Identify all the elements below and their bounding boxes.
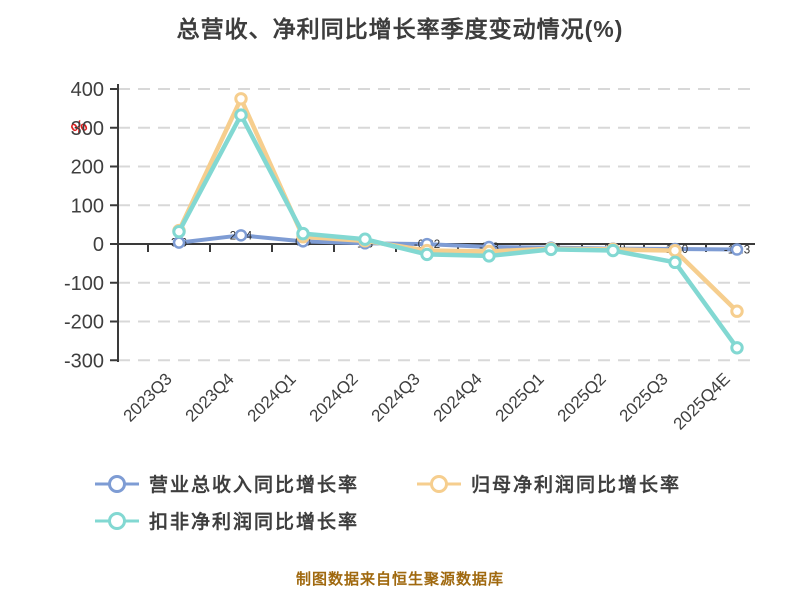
- data-point-marker[interactable]: [172, 236, 186, 249]
- y-axis-tick-label: -300: [64, 350, 104, 372]
- chart-legend: 营业总收入同比增长率 归母净利润同比增长率 扣非净利润同比增长率: [95, 470, 750, 534]
- x-axis-tick-label: 2025Q3: [616, 369, 672, 425]
- y-axis-tick-label: -200: [64, 312, 104, 334]
- x-axis-tick-label: 2025Q2: [554, 369, 610, 425]
- legend-item-net-profit-growth[interactable]: 归母净利润同比增长率: [417, 470, 681, 497]
- y-axis-tick-label: 400: [71, 79, 104, 101]
- x-axis-tick-label: 2024Q3: [368, 369, 424, 425]
- data-point-marker[interactable]: [668, 255, 682, 270]
- x-axis-tick-label: 2025Q1: [492, 369, 548, 425]
- legend-item-non-gaap-growth[interactable]: 扣非净利润同比增长率: [95, 507, 359, 534]
- legend-line-circle-icon: [95, 511, 139, 530]
- series-line-0: [177, 233, 739, 252]
- y-axis-tick-label: 300: [71, 118, 104, 140]
- data-point-marker[interactable]: [668, 243, 682, 258]
- data-point-marker[interactable]: [544, 242, 558, 257]
- x-axis-tick-label: 2024Q2: [306, 369, 362, 425]
- legend-label-revenue-growth: 营业总收入同比增长率: [149, 475, 360, 496]
- legend-line-circle-icon: [95, 474, 139, 493]
- chart-title: 总营收、净利同比增长率季度变动情况(%): [176, 16, 624, 42]
- data-point-marker[interactable]: [606, 243, 620, 258]
- data-point-marker[interactable]: [730, 341, 744, 355]
- data-point-marker[interactable]: [482, 249, 496, 263]
- legend-item-revenue-growth[interactable]: 营业总收入同比增长率: [95, 470, 359, 497]
- data-point-marker[interactable]: [358, 232, 372, 246]
- data-point-marker[interactable]: [730, 243, 744, 256]
- y-axis-tick-label: 100: [71, 195, 104, 217]
- y-axis-tick-label: 200: [71, 157, 104, 179]
- data-point-marker[interactable]: [234, 229, 248, 242]
- legend-label-non-gaap-growth: 扣非净利润同比增长率: [149, 512, 360, 533]
- y-axis-tick-label: -100: [64, 273, 104, 295]
- x-axis-tick-label: 2023Q3: [120, 369, 176, 425]
- data-source-note: 制图数据来自恒生聚源数据库: [295, 571, 504, 588]
- x-axis-tick-label: 2024Q1: [244, 369, 300, 425]
- legend-line-circle-icon: [417, 474, 462, 493]
- series-line-1: [176, 96, 740, 314]
- series-line-2: [176, 112, 740, 351]
- x-axis-tick-label: 2024Q4: [430, 369, 486, 425]
- data-point-marker[interactable]: [172, 224, 186, 239]
- x-axis-tick-label: 2025Q4E: [670, 369, 734, 433]
- y-axis-tick-label: 0: [93, 234, 104, 256]
- data-point-marker[interactable]: [420, 247, 434, 262]
- data-point-marker[interactable]: [234, 92, 248, 106]
- x-axis-tick-label: 2023Q4: [182, 369, 238, 425]
- data-point-marker[interactable]: [730, 304, 744, 318]
- data-point-marker[interactable]: [296, 226, 310, 241]
- legend-label-net-profit-growth: 归母净利润同比增长率: [471, 475, 682, 496]
- data-point-marker[interactable]: [234, 108, 248, 122]
